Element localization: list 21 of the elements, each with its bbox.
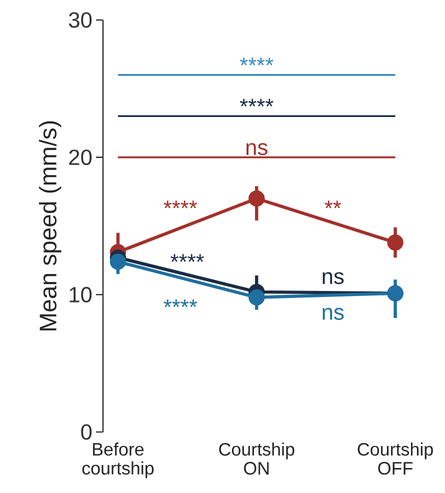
point	[387, 234, 404, 251]
y-tick-label: 20	[69, 150, 92, 166]
annotation: ****	[164, 299, 198, 308]
y-tick-label: 10	[70, 286, 92, 302]
annotation: ****	[170, 254, 204, 262]
x-tick-label: Before courtship	[82, 442, 154, 478]
x-tick-label: Courtship OFF	[358, 442, 433, 475]
point	[248, 190, 265, 207]
annotation: ns	[322, 272, 344, 284]
ref-line-label: ns	[246, 143, 268, 156]
point	[248, 289, 265, 306]
ref-line-label: ****	[240, 58, 274, 66]
y-tick-label: 0	[81, 424, 92, 440]
y-tick-label: 30	[68, 12, 92, 28]
annotation: **	[324, 200, 342, 208]
point	[110, 254, 126, 270]
annotation: ****	[164, 200, 198, 208]
y-axis-title: Mean speed (mm/s)	[38, 121, 62, 330]
ref-line-label: ****	[240, 98, 274, 107]
x-tick-label: Courtship ON	[219, 442, 294, 475]
annotation: ns	[322, 308, 344, 320]
